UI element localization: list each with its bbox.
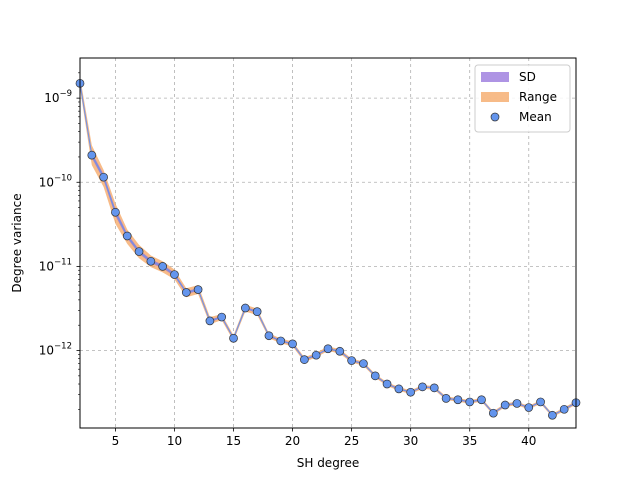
mean-point <box>394 384 404 394</box>
mean-point <box>524 403 534 412</box>
mean-series <box>75 78 581 420</box>
x-tick-label: 5 <box>112 434 120 448</box>
mean-point <box>559 404 569 414</box>
mean-point <box>335 346 345 356</box>
mean-point <box>488 408 498 418</box>
mean-point <box>87 150 97 160</box>
legend-swatch-range <box>481 92 509 102</box>
mean-point <box>370 371 380 381</box>
x-tick-label: 40 <box>521 434 536 448</box>
mean-point <box>217 312 227 322</box>
mean-point <box>453 395 463 405</box>
mean-point <box>229 333 238 343</box>
mean-point <box>170 270 179 279</box>
mean-point <box>181 288 191 297</box>
mean-point <box>111 207 120 217</box>
mean-point <box>146 256 156 266</box>
x-tick-label: 30 <box>403 434 418 448</box>
plot-area-frame <box>79 57 577 429</box>
legend-label: Mean <box>519 110 552 124</box>
mean-point <box>205 316 215 326</box>
x-tick-label: 25 <box>344 434 359 448</box>
mean-point <box>264 331 274 341</box>
mean-point <box>441 394 451 403</box>
mean-point <box>359 359 368 368</box>
y-tick-label: 10−10 <box>39 173 72 189</box>
legend: SD Range Mean <box>474 64 571 133</box>
mean-point <box>311 350 321 360</box>
mean-point <box>536 397 545 407</box>
mean-point <box>193 285 203 294</box>
y-tick-label: 10−11 <box>39 257 72 273</box>
mean-point <box>477 395 486 405</box>
mean-point <box>122 231 132 241</box>
legend-label: SD <box>519 70 536 84</box>
mean-point <box>382 379 392 389</box>
x-tick-label: 15 <box>226 434 241 448</box>
mean-point <box>548 410 557 420</box>
mean-point <box>300 355 309 364</box>
mean-point <box>347 356 356 365</box>
mean-point <box>276 336 286 346</box>
y-axis-label: Degree variance <box>10 193 24 292</box>
mean-point <box>512 399 522 408</box>
mean-point <box>240 303 250 313</box>
mean-point <box>500 400 510 410</box>
x-tick-label: 10 <box>167 434 182 448</box>
x-axis-label: SH degree <box>297 456 360 470</box>
mean-point <box>429 383 439 393</box>
legend-swatch-sd <box>481 72 509 82</box>
mean-point <box>99 172 108 182</box>
mean-point <box>288 339 297 349</box>
mean-point <box>134 247 144 256</box>
legend-label: Range <box>519 90 557 104</box>
mean-point <box>252 307 262 316</box>
y-tick-label: 10−12 <box>39 342 72 358</box>
y-tick-label: 10−9 <box>44 89 72 105</box>
mean-point <box>323 344 333 354</box>
mean-point <box>406 387 416 397</box>
mean-line <box>79 83 577 417</box>
mean-point <box>418 382 427 392</box>
mean-point <box>158 262 168 271</box>
y-axis-ticks: 10−12 10−11 10−10 10−9 <box>39 72 80 410</box>
legend-marker-mean <box>490 112 500 122</box>
x-tick-label: 20 <box>285 434 300 448</box>
x-axis-ticks: 5 10 15 20 25 30 35 40 <box>112 428 536 448</box>
mean-point <box>465 397 475 407</box>
x-tick-label: 35 <box>462 434 477 448</box>
